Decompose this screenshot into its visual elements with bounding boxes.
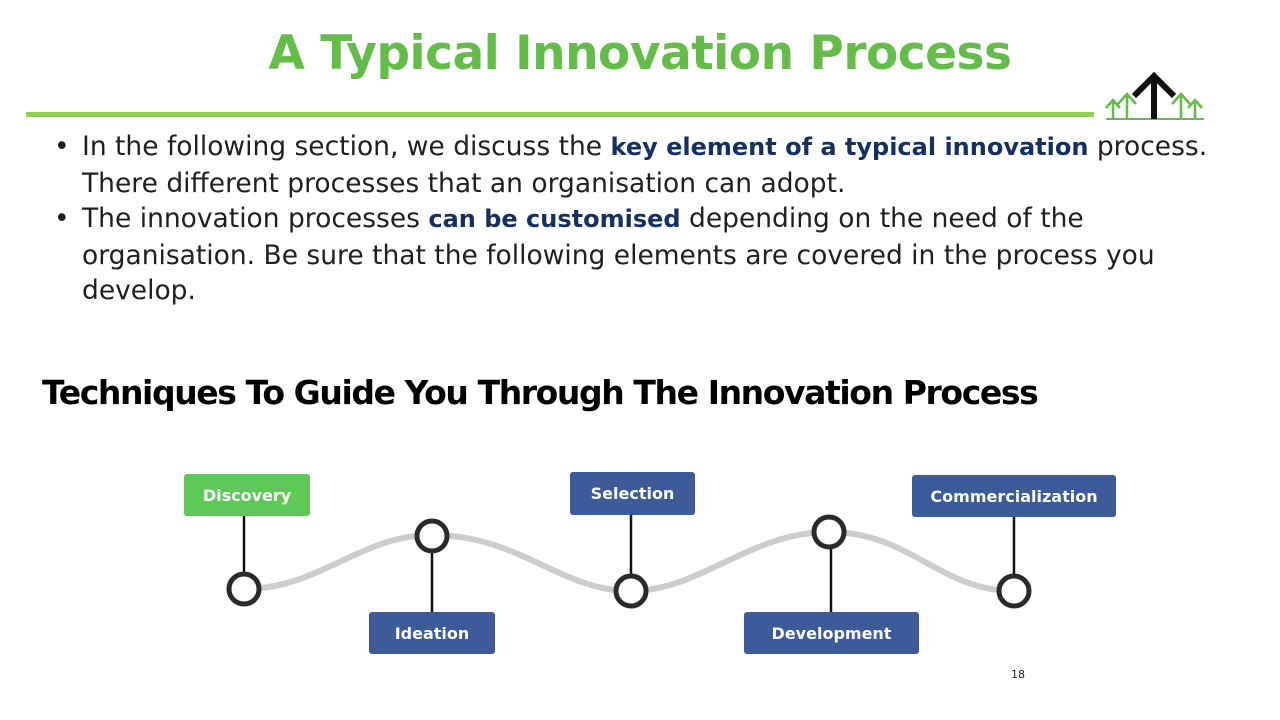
node-discovery bbox=[226, 571, 262, 607]
bullet-text: depending on the need of the organisatio… bbox=[82, 203, 1155, 306]
node-development bbox=[811, 514, 847, 550]
bullet-marker: • bbox=[54, 203, 70, 234]
bullet-text: The innovation processes bbox=[82, 203, 429, 234]
slide-title: A Typical Innovation Process bbox=[268, 26, 1012, 81]
step-ideation: Ideation bbox=[369, 612, 495, 654]
bullet-list: • In the following section, we discuss t… bbox=[50, 129, 1220, 309]
bullet-highlight: can be customised bbox=[428, 205, 681, 233]
bullet-text: process. There different processes that … bbox=[82, 131, 1208, 199]
node-ideation bbox=[414, 518, 450, 554]
bullet-text: In the following section, we discuss the bbox=[82, 131, 611, 162]
section-subtitle: Techniques To Guide You Through The Inno… bbox=[42, 373, 1039, 412]
node-selection bbox=[613, 573, 649, 609]
step-development: Development bbox=[744, 612, 919, 654]
page-number: 18 bbox=[1011, 668, 1025, 681]
bullet-marker: • bbox=[54, 131, 70, 162]
step-selection: Selection bbox=[570, 472, 695, 515]
step-discovery: Discovery bbox=[184, 474, 310, 516]
step-commercialization: Commercialization bbox=[912, 475, 1116, 517]
bullet-item: • In the following section, we discuss t… bbox=[50, 129, 1220, 201]
node-commercialization bbox=[996, 573, 1032, 609]
bullet-item: • The innovation processes can be custom… bbox=[50, 201, 1220, 309]
bullet-highlight: key element of a typical innovation bbox=[610, 133, 1089, 161]
title-divider bbox=[26, 112, 1094, 117]
upward-arrows-logo-icon bbox=[1105, 72, 1204, 120]
